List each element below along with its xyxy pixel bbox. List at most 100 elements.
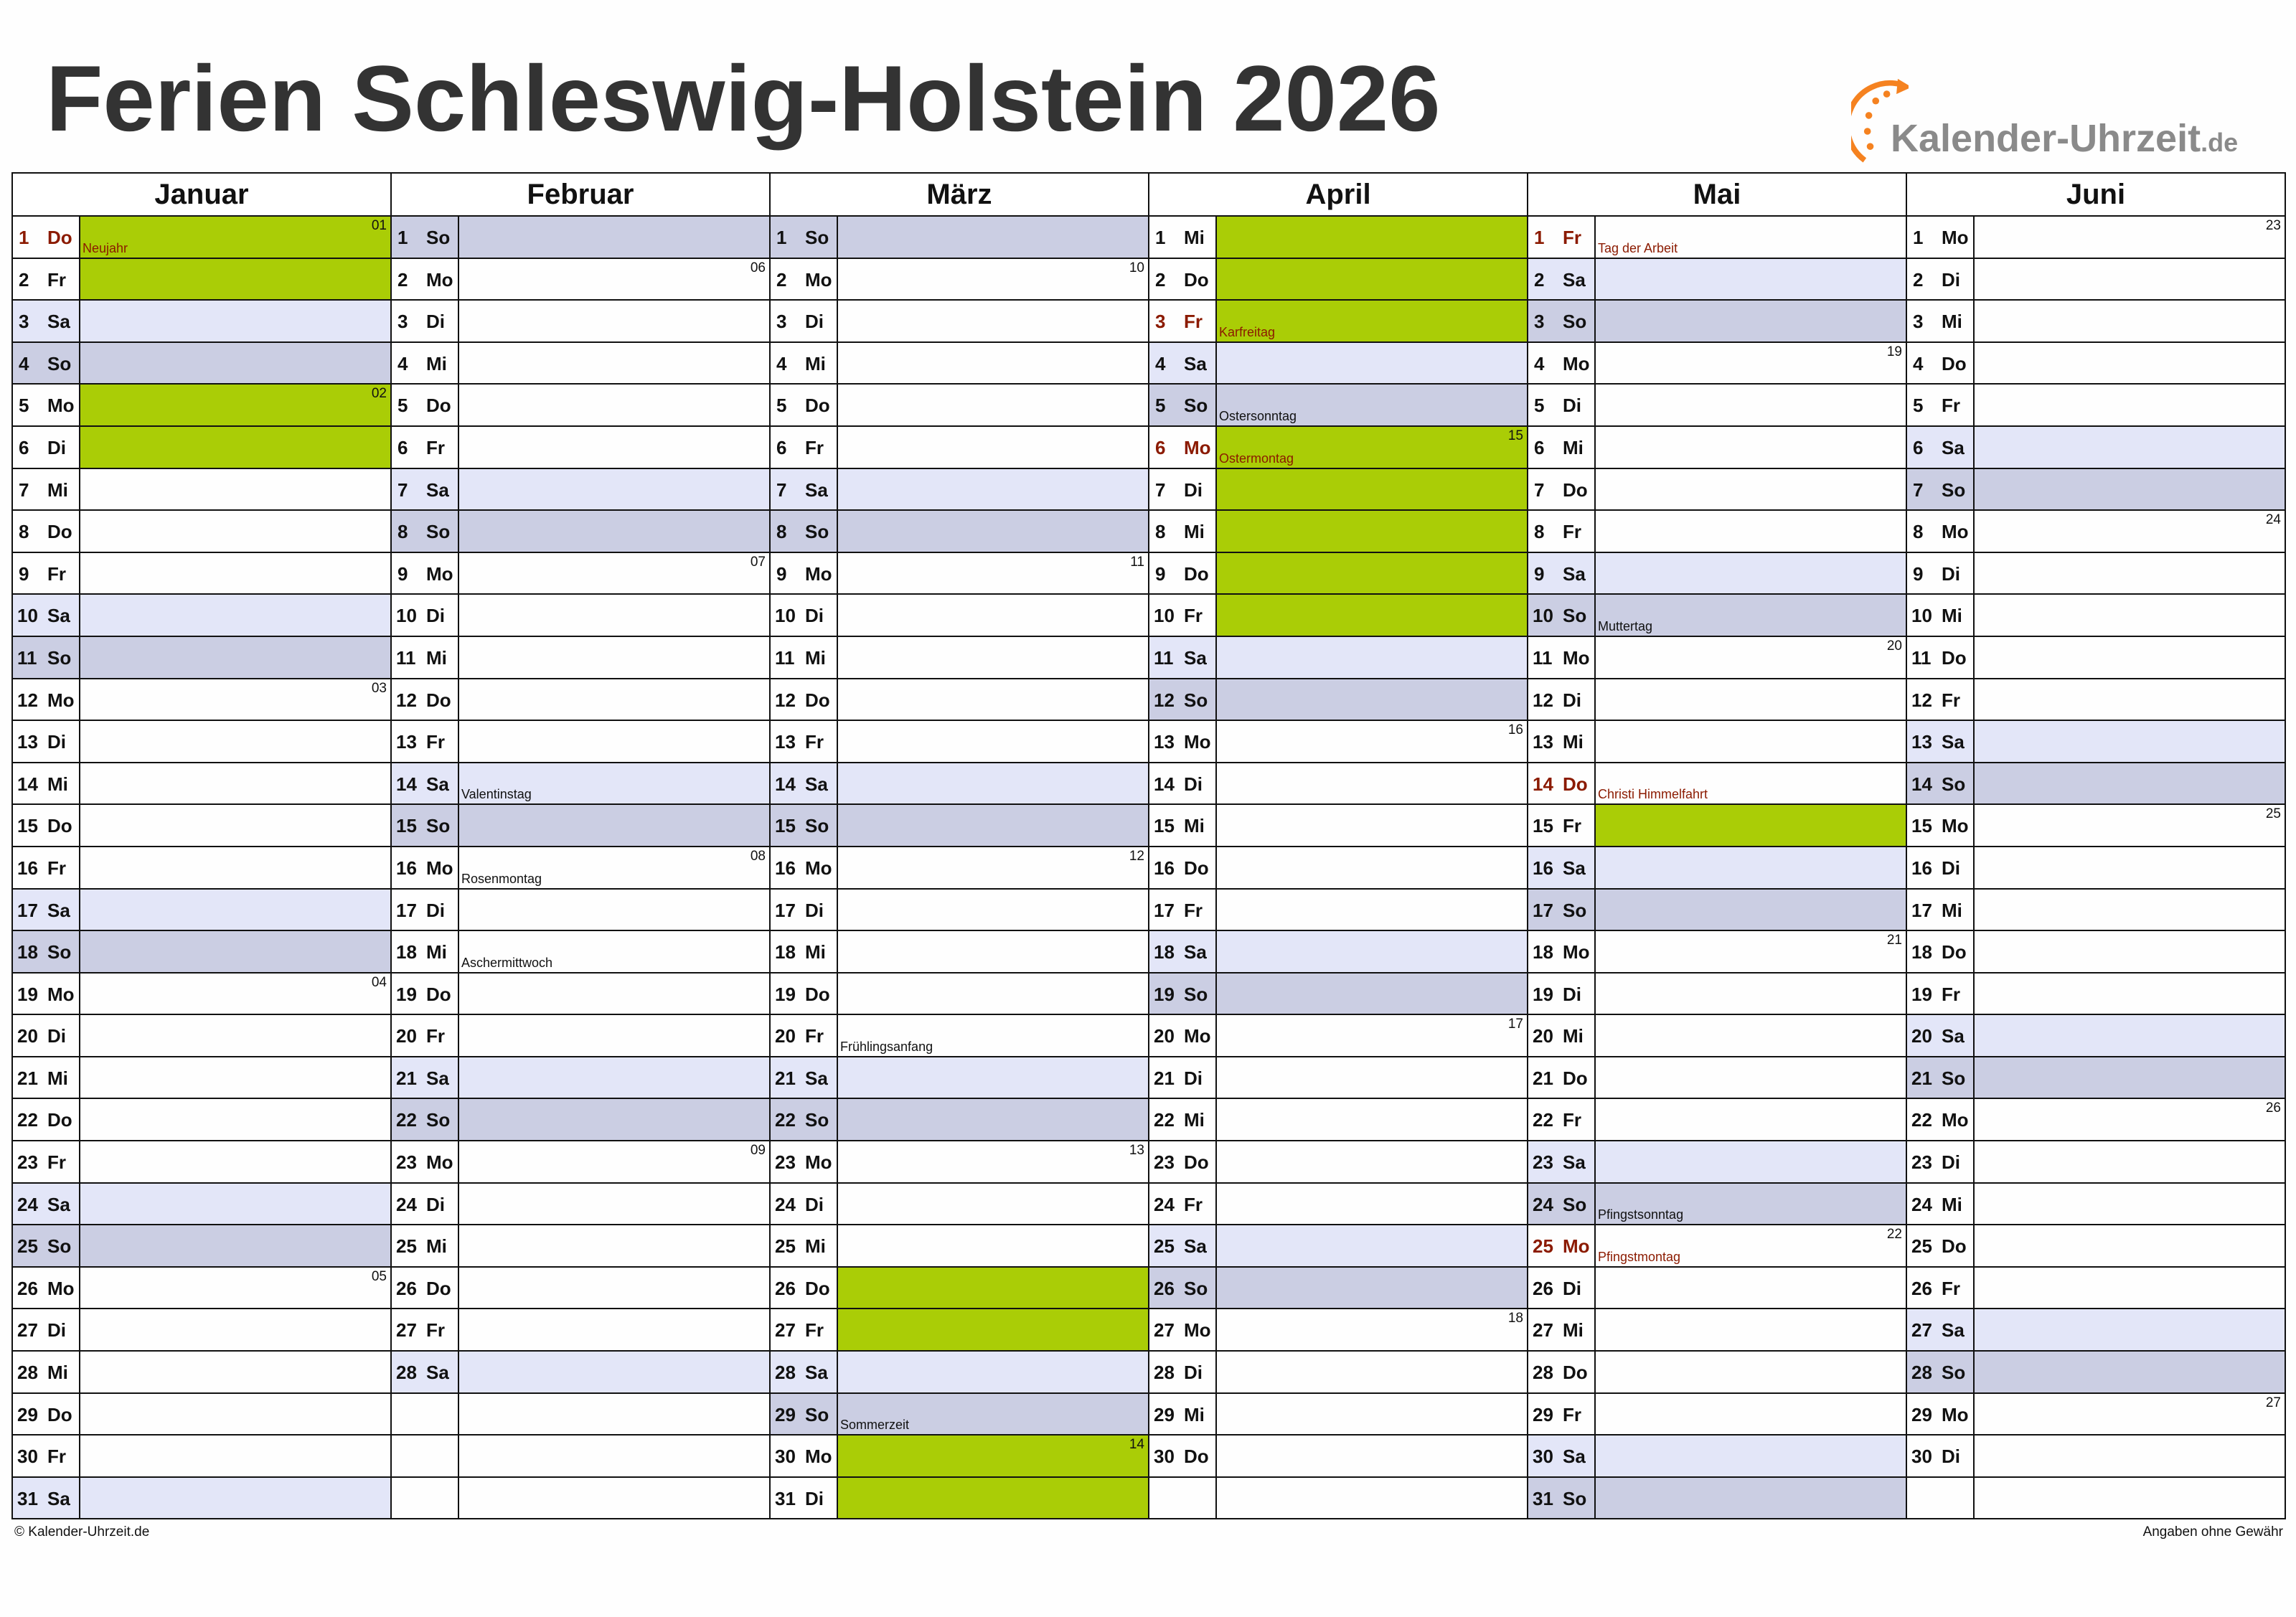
table-row: 18 So 18 Mi Aschermittwoch 18 Mi 18 Sa 18 Mo 21 18 Do (11, 930, 2286, 974)
note-cell: 18 (1215, 1308, 1528, 1352)
note-cell (458, 1350, 771, 1394)
day-cell: 5 Di (1527, 383, 1596, 427)
weekday: Mi (1563, 731, 1584, 753)
weekday: Do (805, 395, 830, 417)
table-row: 22 Do 22 So 22 So 22 Mi 22 Fr 22 Mo 26 (11, 1098, 2286, 1142)
day-number: 26 (1154, 1277, 1175, 1299)
day-cell: 8 So (769, 509, 838, 553)
weekday: Sa (1563, 268, 1586, 291)
day-cell: 25 So (11, 1224, 80, 1268)
weekday: Mi (426, 1235, 447, 1258)
weekday: Do (426, 983, 451, 1005)
table-row: 19 Mo 04 19 Do 19 Do 19 So 19 Di 19 Fr (11, 971, 2286, 1016)
weekday: Mo (426, 857, 453, 879)
day-number: 2 (1913, 268, 1924, 291)
day-cell: 27 Sa (1906, 1308, 1975, 1352)
day-cell: 26 So (1148, 1265, 1217, 1310)
day-cell: 17 Mi (1906, 887, 1975, 932)
note-cell (79, 1308, 392, 1352)
note-cell (837, 425, 1149, 469)
weekday: Sa (1942, 436, 1965, 458)
day-number: 6 (1534, 436, 1545, 458)
note-cell (1973, 761, 2286, 806)
note-cell: 07 (458, 551, 771, 595)
day-number: 30 (1911, 1446, 1932, 1468)
day-cell: 3 So (1527, 299, 1596, 343)
weekday: Mo (1563, 352, 1590, 374)
weekday: Mi (426, 941, 447, 963)
day-number: 27 (775, 1319, 796, 1342)
weekday: Do (1942, 1235, 1967, 1258)
note-cell (837, 1224, 1149, 1268)
day-number: 8 (397, 521, 408, 543)
day-number: 3 (776, 311, 787, 333)
weekday: Mo (1184, 731, 1211, 753)
day-cell: 3 Mi (1906, 299, 1975, 343)
weekday: Di (1563, 1277, 1581, 1299)
weekday: Mi (1942, 1193, 1962, 1215)
note-cell: 25 (1973, 803, 2286, 847)
note-cell: 17 (1215, 1014, 1528, 1057)
weekday: Do (1184, 268, 1209, 291)
week-number: 14 (1129, 1437, 1144, 1453)
note-cell (1215, 1350, 1528, 1394)
weekday: Mi (1563, 436, 1584, 458)
note-cell (837, 971, 1149, 1016)
weekday: So (805, 227, 829, 248)
day-cell: 20 Fr (769, 1014, 838, 1057)
day-cell: 30 Di (1906, 1434, 1975, 1478)
weekday: Fr (1942, 395, 1960, 417)
day-number: 26 (1911, 1277, 1932, 1299)
weekday: Mi (1184, 227, 1205, 248)
weekday: So (426, 521, 451, 543)
weekday: Fr (1184, 605, 1203, 627)
day-number: 30 (17, 1446, 38, 1468)
month-header: Januar (11, 172, 392, 217)
note-cell (458, 1014, 771, 1057)
weekday: Do (1184, 1446, 1209, 1468)
day-number: 28 (396, 1362, 417, 1384)
note-cell (1594, 551, 1907, 595)
weekday: Mo (1942, 1109, 1969, 1131)
weekday: Mi (426, 646, 447, 669)
day-cell: 19 Fr (1906, 971, 1975, 1016)
day-number: 13 (396, 731, 417, 753)
note-cell (837, 509, 1149, 553)
day-number: 29 (1154, 1403, 1175, 1425)
day-number: 7 (1534, 478, 1545, 501)
day-cell (390, 1392, 459, 1436)
day-number: 13 (1911, 731, 1932, 753)
weekday: Sa (1942, 1025, 1965, 1047)
day-number: 7 (1913, 478, 1924, 501)
day-cell: 12 Do (390, 677, 459, 722)
note-cell (837, 635, 1149, 679)
day-number: 1 (1534, 227, 1545, 248)
weekday: Mo (47, 395, 75, 417)
day-cell: 14 Sa (390, 761, 459, 806)
note-cell (1215, 1224, 1528, 1268)
weekday: So (1563, 605, 1587, 627)
note-cell: Aschermittwoch (458, 930, 771, 974)
note-cell (1215, 1182, 1528, 1226)
note-cell (458, 341, 771, 385)
note-cell (79, 720, 392, 763)
day-cell: 31 Di (769, 1476, 838, 1520)
weekday: Do (1184, 857, 1209, 879)
day-cell: 28 Sa (390, 1350, 459, 1394)
week-number: 26 (2265, 1100, 2281, 1116)
day-number: 20 (775, 1025, 796, 1047)
day-number: 20 (1154, 1025, 1175, 1047)
day-cell: 29 Mi (1148, 1392, 1217, 1436)
note-cell: 09 (458, 1140, 771, 1184)
week-number: 27 (2265, 1395, 2281, 1410)
day-cell: 16 Mo (769, 845, 838, 890)
weekday: Mi (1942, 311, 1962, 333)
note-cell: Sommerzeit (837, 1392, 1149, 1436)
logo-text: Kalender-Uhrzeit.de (1891, 119, 2238, 158)
day-cell: 7 Mi (11, 467, 80, 512)
table-row: 14 Mi 14 Sa Valentinstag 14 Sa 14 Di 14 Do Christi … (11, 761, 2286, 806)
day-number: 17 (1533, 899, 1553, 921)
week-number: 19 (1886, 344, 1902, 359)
day-cell: 10 So (1527, 593, 1596, 637)
day-number: 29 (1533, 1403, 1553, 1425)
